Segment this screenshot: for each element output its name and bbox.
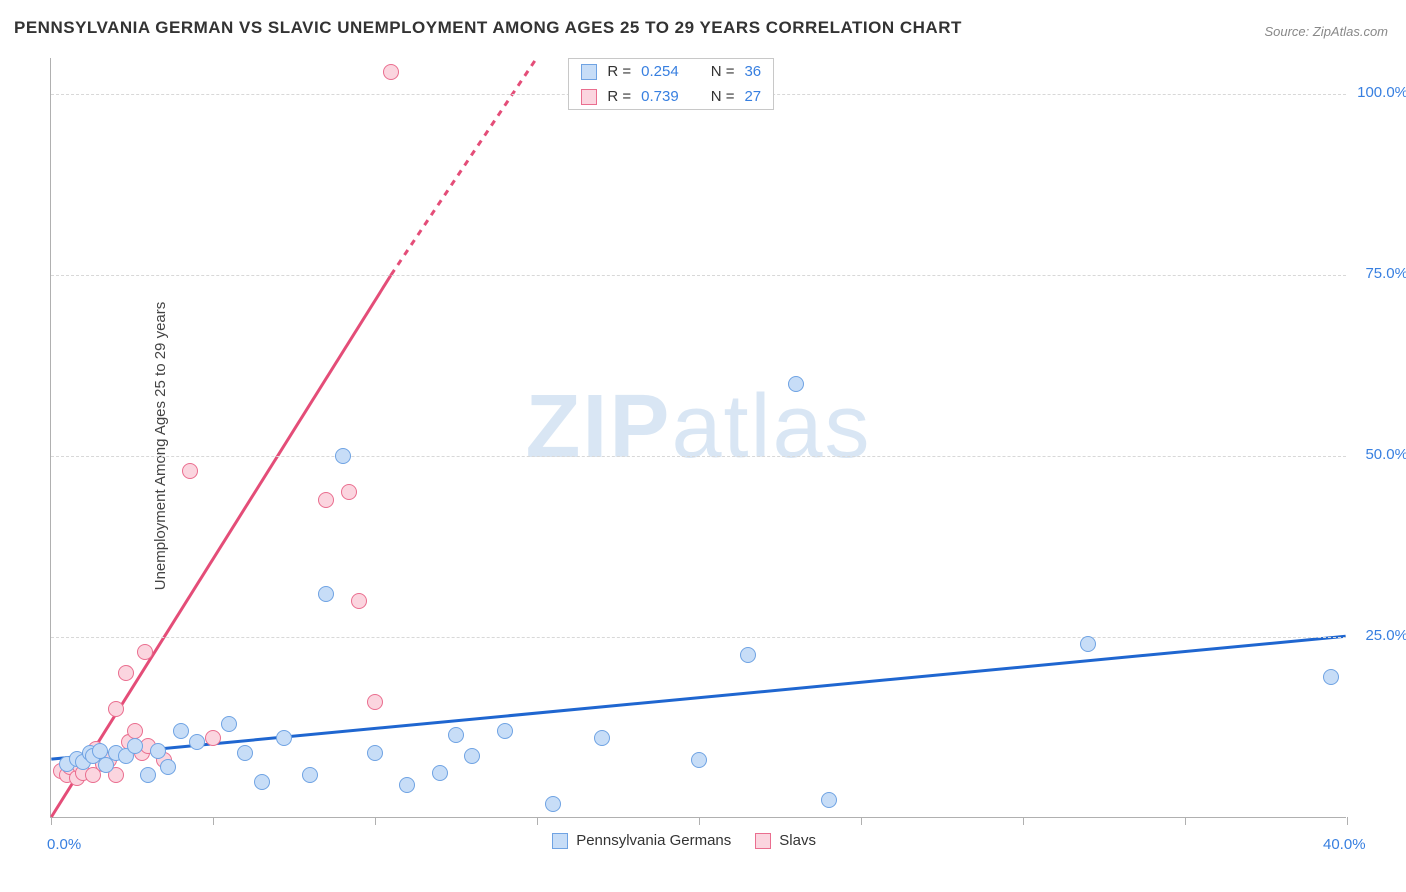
data-point — [276, 730, 292, 746]
y-tick-label: 50.0% — [1365, 446, 1406, 463]
data-point — [140, 767, 156, 783]
x-tick — [1347, 817, 1348, 825]
data-point — [182, 463, 198, 479]
r-label: R = — [607, 88, 631, 105]
y-tick-label: 75.0% — [1365, 265, 1406, 282]
y-tick-label: 100.0% — [1357, 84, 1406, 101]
data-point — [351, 593, 367, 609]
data-point — [545, 796, 561, 812]
trend-line — [51, 275, 391, 817]
x-tick — [1185, 817, 1186, 825]
y-tick-label: 25.0% — [1365, 627, 1406, 644]
trend-lines-layer — [51, 58, 1346, 817]
data-point — [367, 694, 383, 710]
data-point — [318, 492, 334, 508]
data-point — [318, 586, 334, 602]
trend-line — [51, 636, 1345, 759]
legend-swatch — [755, 833, 771, 849]
data-point — [173, 723, 189, 739]
x-tick-label: 0.0% — [47, 836, 81, 853]
x-tick — [699, 817, 700, 825]
data-point — [691, 752, 707, 768]
gridline — [51, 637, 1346, 638]
data-point — [821, 792, 837, 808]
data-point — [335, 448, 351, 464]
data-point — [464, 748, 480, 764]
data-point — [788, 376, 804, 392]
watermark: ZIPatlas — [525, 376, 871, 479]
x-tick — [213, 817, 214, 825]
x-tick — [51, 817, 52, 825]
stats-box: R = 0.254 N = 36 R = 0.739 N = 27 — [568, 58, 774, 110]
x-tick — [861, 817, 862, 825]
stats-row: R = 0.254 N = 36 — [569, 59, 773, 84]
data-point — [254, 774, 270, 790]
data-point — [237, 745, 253, 761]
n-label: N = — [711, 88, 735, 105]
chart-title: PENNSYLVANIA GERMAN VS SLAVIC UNEMPLOYME… — [14, 18, 962, 38]
plot-area: ZIPatlas 25.0%50.0%75.0%100.0%0.0%40.0% — [50, 58, 1346, 818]
data-point — [221, 716, 237, 732]
gridline — [51, 275, 1346, 276]
data-point — [160, 759, 176, 775]
x-tick-label: 40.0% — [1323, 836, 1366, 853]
gridline — [51, 456, 1346, 457]
data-point — [341, 484, 357, 500]
r-value: 0.739 — [641, 88, 679, 105]
data-point — [189, 734, 205, 750]
r-label: R = — [607, 63, 631, 80]
data-point — [1323, 669, 1339, 685]
n-value: 36 — [744, 63, 761, 80]
legend: Pennsylvania Germans Slavs — [552, 832, 816, 849]
trend-line-extension — [391, 58, 537, 275]
data-point — [302, 767, 318, 783]
data-point — [740, 647, 756, 663]
data-point — [383, 64, 399, 80]
legend-label: Pennsylvania Germans — [576, 832, 731, 849]
data-point — [399, 777, 415, 793]
data-point — [108, 701, 124, 717]
x-tick — [375, 817, 376, 825]
r-value: 0.254 — [641, 63, 679, 80]
legend-swatch — [552, 833, 568, 849]
x-tick — [1023, 817, 1024, 825]
legend-label: Slavs — [779, 832, 816, 849]
n-label: N = — [711, 63, 735, 80]
legend-item: Pennsylvania Germans — [552, 832, 731, 849]
source-label: Source: ZipAtlas.com — [1264, 24, 1388, 39]
data-point — [367, 745, 383, 761]
n-value: 27 — [744, 88, 761, 105]
data-point — [1080, 636, 1096, 652]
data-point — [205, 730, 221, 746]
data-point — [127, 738, 143, 754]
series-swatch — [581, 89, 597, 105]
stats-row: R = 0.739 N = 27 — [569, 84, 773, 109]
watermark-bold: ZIP — [525, 377, 671, 477]
watermark-thin: atlas — [671, 377, 871, 477]
chart-container: PENNSYLVANIA GERMAN VS SLAVIC UNEMPLOYME… — [0, 0, 1406, 892]
data-point — [448, 727, 464, 743]
data-point — [137, 644, 153, 660]
data-point — [432, 765, 448, 781]
legend-item: Slavs — [755, 832, 816, 849]
data-point — [594, 730, 610, 746]
data-point — [150, 743, 166, 759]
series-swatch — [581, 64, 597, 80]
x-tick — [537, 817, 538, 825]
data-point — [118, 665, 134, 681]
data-point — [497, 723, 513, 739]
